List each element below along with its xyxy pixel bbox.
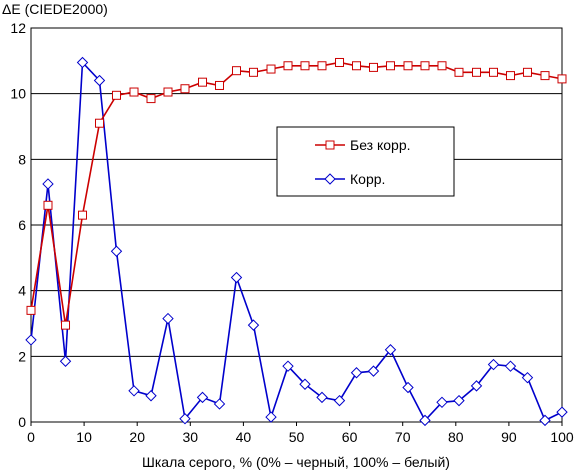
data-point xyxy=(470,380,483,392)
x-tick-label: 100 xyxy=(550,429,574,445)
data-point xyxy=(420,61,430,71)
data-point xyxy=(248,67,258,77)
x-axis-ticks: 0 10 20 30 40 50 60 70 80 90 100 xyxy=(27,422,574,445)
data-point xyxy=(265,411,277,423)
data-point xyxy=(403,61,413,71)
data-point xyxy=(283,61,293,71)
data-point xyxy=(26,305,36,315)
x-tick-label: 50 xyxy=(289,429,305,445)
data-point xyxy=(557,74,567,84)
data-point xyxy=(385,61,395,71)
data-point xyxy=(162,312,174,325)
x-tick-label: 60 xyxy=(342,429,358,445)
data-point xyxy=(419,414,431,427)
data-point xyxy=(111,90,121,100)
y-tick-label: 4 xyxy=(18,283,26,299)
data-point xyxy=(521,371,534,384)
legend: Без корр. Корр. xyxy=(276,126,455,197)
data-point xyxy=(282,360,294,372)
data-point xyxy=(179,413,191,425)
y-tick-label: 0 xyxy=(18,414,26,430)
data-point xyxy=(384,344,397,356)
data-point xyxy=(213,398,226,410)
x-tick-label: 80 xyxy=(448,429,464,445)
data-point xyxy=(522,67,532,77)
data-point xyxy=(454,67,464,77)
data-point xyxy=(504,360,517,372)
data-point xyxy=(76,56,89,69)
y-tick-label: 2 xyxy=(18,348,26,364)
y-tick-label: 6 xyxy=(18,217,26,233)
y-tick-label: 12 xyxy=(10,20,26,36)
data-point xyxy=(110,245,123,257)
data-point xyxy=(367,365,380,377)
legend-label: Без корр. xyxy=(350,137,411,153)
data-point xyxy=(180,84,190,94)
series-line xyxy=(30,60,563,422)
data-point xyxy=(436,396,448,409)
data-point xyxy=(43,200,53,210)
data-point xyxy=(299,378,311,390)
data-point xyxy=(437,61,447,71)
x-tick-label: 20 xyxy=(129,429,145,445)
data-point xyxy=(59,355,72,367)
data-point xyxy=(42,178,54,190)
y-tick-label: 10 xyxy=(10,86,26,102)
legend-label: Корр. xyxy=(350,171,385,187)
x-tick-label: 70 xyxy=(395,429,411,445)
data-point xyxy=(163,87,173,97)
x-tick-label: 10 xyxy=(76,429,92,445)
data-point xyxy=(247,319,260,331)
data-point xyxy=(129,87,139,97)
x-tick-label: 0 xyxy=(27,429,35,445)
data-point xyxy=(350,367,363,379)
data-point xyxy=(300,61,310,71)
data-point xyxy=(539,414,551,427)
data-point xyxy=(352,61,362,71)
series xyxy=(25,56,568,427)
x-tick-label: 90 xyxy=(501,429,517,445)
data-point xyxy=(335,57,345,67)
data-point xyxy=(145,390,157,402)
data-point xyxy=(94,118,104,128)
data-point xyxy=(198,77,208,87)
data-point xyxy=(489,67,499,77)
data-point xyxy=(505,71,515,81)
data-point xyxy=(368,62,378,72)
data-point xyxy=(25,334,37,346)
legend-marker xyxy=(324,173,336,185)
series-diamond xyxy=(25,56,568,427)
data-point xyxy=(196,391,209,404)
data-point xyxy=(266,64,276,74)
x-tick-label: 30 xyxy=(183,429,199,445)
x-tick-label: 40 xyxy=(236,429,252,445)
y-axis-title: ΔE (CIEDE2000) xyxy=(2,1,108,17)
data-point xyxy=(472,67,482,77)
legend-marker xyxy=(325,140,335,150)
legend-box xyxy=(276,126,455,197)
data-point xyxy=(487,358,500,371)
series-square xyxy=(26,57,567,330)
data-point xyxy=(93,74,106,87)
data-point xyxy=(333,394,346,407)
data-point xyxy=(215,80,225,90)
data-point xyxy=(146,94,156,104)
data-point xyxy=(402,381,414,394)
data-point xyxy=(61,320,71,330)
data-point xyxy=(316,391,328,404)
data-point xyxy=(317,61,327,71)
data-point xyxy=(128,385,140,397)
data-point xyxy=(556,406,568,418)
data-point xyxy=(231,66,241,76)
x-axis-title: Шкала серого, % (0% – черный, 100% – бел… xyxy=(142,454,450,470)
y-tick-label: 8 xyxy=(18,151,26,167)
y-axis-ticks: 0 2 4 6 8 10 12 xyxy=(10,20,26,430)
data-point xyxy=(230,271,243,284)
data-point xyxy=(453,394,465,407)
data-point xyxy=(78,210,88,220)
data-point xyxy=(540,71,550,81)
